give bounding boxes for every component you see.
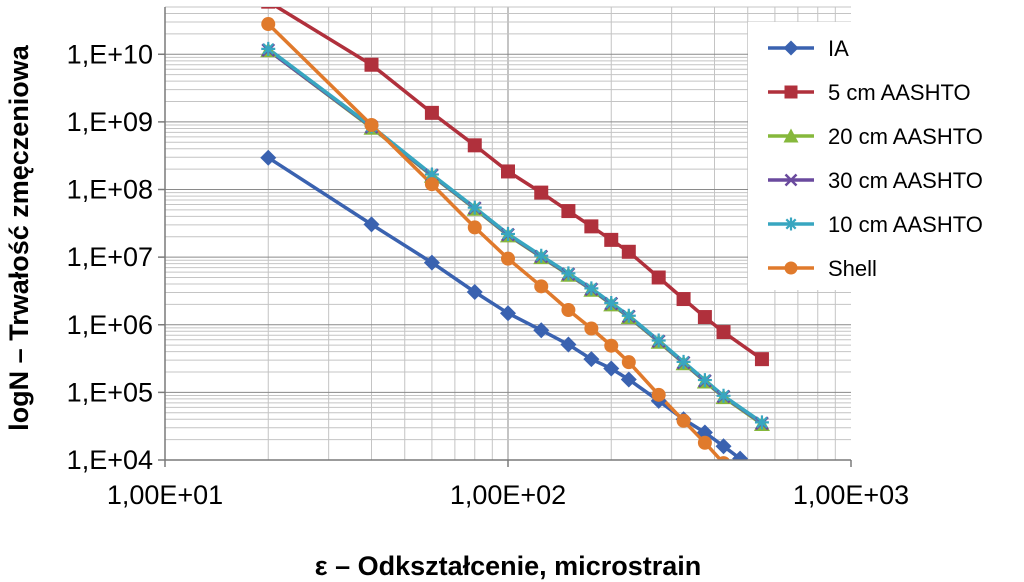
- data-point: [261, 7, 276, 9]
- series-markers: [260, 7, 770, 460]
- data-point: [676, 354, 691, 369]
- data-point: [501, 226, 515, 241]
- data-point: [676, 413, 691, 428]
- data-point: [261, 17, 276, 32]
- tick-labels: 1,E+04 1,E+05 1,E+06 1,E+07 1,E+08 1,E+09 1,E+…: [67, 39, 910, 510]
- grid: [164, 6, 851, 461]
- data-point: [604, 295, 619, 310]
- legend-item: Shell: [768, 256, 877, 281]
- data-point: [783, 128, 799, 143]
- data-point: [621, 308, 636, 323]
- legend-item: IA: [768, 36, 849, 61]
- data-point: [561, 303, 576, 318]
- legend-label: 5 cm AASHTO: [828, 80, 971, 105]
- data-point: [466, 284, 483, 301]
- data-point: [364, 57, 379, 72]
- x-tick-label: 1,00E+03: [793, 480, 909, 510]
- data-point: [500, 305, 516, 322]
- data-point: [754, 415, 769, 430]
- data-point: [583, 351, 600, 368]
- legend-item: 5 cm AASHTO: [768, 80, 971, 105]
- data-point: [424, 167, 439, 182]
- y-tick-label: 1,E+10: [67, 39, 153, 69]
- data-point: [604, 338, 619, 353]
- series-lines: [267, 7, 763, 460]
- data-point: [534, 185, 549, 200]
- data-point: [784, 261, 798, 275]
- y-tick-label: 1,E+05: [67, 377, 153, 407]
- data-point: [501, 164, 515, 179]
- legend: IA 5 cm AASHTO 20 cm AASHTO 30 cm AASHTO 10 …: [748, 22, 1024, 290]
- axes: [158, 7, 852, 467]
- data-point: [467, 220, 482, 235]
- y-tick-label: 1,E+08: [67, 175, 153, 205]
- data-point: [732, 450, 749, 460]
- legend-item: 20 cm AASHTO: [768, 124, 983, 149]
- data-point: [261, 41, 276, 56]
- y-axis-title: logN – Trwałość zmęczeniowa: [4, 44, 34, 431]
- data-point: [467, 200, 482, 215]
- series-markers-4: [261, 41, 769, 430]
- data-point: [584, 321, 599, 336]
- data-point: [676, 292, 691, 307]
- legend-label: 20 cm AASHTO: [828, 124, 983, 149]
- series-markers-5: [261, 17, 730, 460]
- data-point: [783, 40, 799, 56]
- series-markers-1: [261, 7, 769, 367]
- data-point: [424, 105, 439, 120]
- series-line-0: [267, 156, 742, 460]
- data-point: [784, 85, 798, 99]
- data-point: [784, 173, 798, 187]
- legend-label: IA: [828, 36, 849, 61]
- x-axis-title: ε – Odkształcenie, microstrain: [315, 551, 701, 581]
- y-tick-label: 1,E+04: [67, 445, 153, 475]
- data-point: [423, 254, 440, 271]
- data-point: [604, 232, 619, 247]
- data-point: [584, 281, 599, 296]
- data-point: [603, 360, 620, 377]
- legend-label: Shell: [828, 256, 877, 281]
- data-point: [697, 310, 712, 325]
- legend-item: 30 cm AASHTO: [768, 168, 983, 193]
- data-point: [363, 216, 380, 233]
- data-point: [651, 270, 666, 285]
- data-point: [697, 373, 712, 388]
- data-point: [424, 177, 439, 192]
- data-point: [620, 371, 637, 388]
- data-point: [533, 322, 550, 339]
- data-point: [561, 266, 576, 281]
- data-point: [716, 325, 731, 340]
- data-point: [754, 352, 769, 367]
- x-tick-label: 1,00E+02: [450, 480, 566, 510]
- data-point: [784, 217, 798, 231]
- data-point: [621, 355, 636, 370]
- data-point: [651, 387, 666, 402]
- data-point: [467, 138, 482, 153]
- legend-box: [748, 22, 1024, 290]
- y-tick-label: 1,E+06: [67, 310, 153, 340]
- y-tick-label: 1,E+07: [67, 242, 153, 272]
- data-point: [534, 279, 549, 294]
- data-point: [364, 117, 379, 132]
- legend-label: 30 cm AASHTO: [828, 168, 983, 193]
- data-point: [260, 149, 277, 166]
- data-point: [651, 333, 666, 348]
- data-point: [560, 336, 577, 353]
- x-tick-label: 1,00E+01: [107, 480, 223, 510]
- data-point: [696, 424, 713, 441]
- data-point: [501, 251, 515, 266]
- y-tick-label: 1,E+09: [67, 107, 153, 137]
- data-point: [534, 248, 549, 263]
- data-point: [584, 219, 599, 234]
- data-point: [561, 204, 576, 219]
- legend-label: 10 cm AASHTO: [828, 212, 983, 237]
- data-point: [697, 435, 712, 450]
- data-point: [715, 438, 732, 455]
- data-point: [716, 388, 731, 403]
- data-point: [621, 244, 636, 259]
- data-point: [717, 456, 730, 460]
- legend-item: 10 cm AASHTO: [768, 212, 983, 237]
